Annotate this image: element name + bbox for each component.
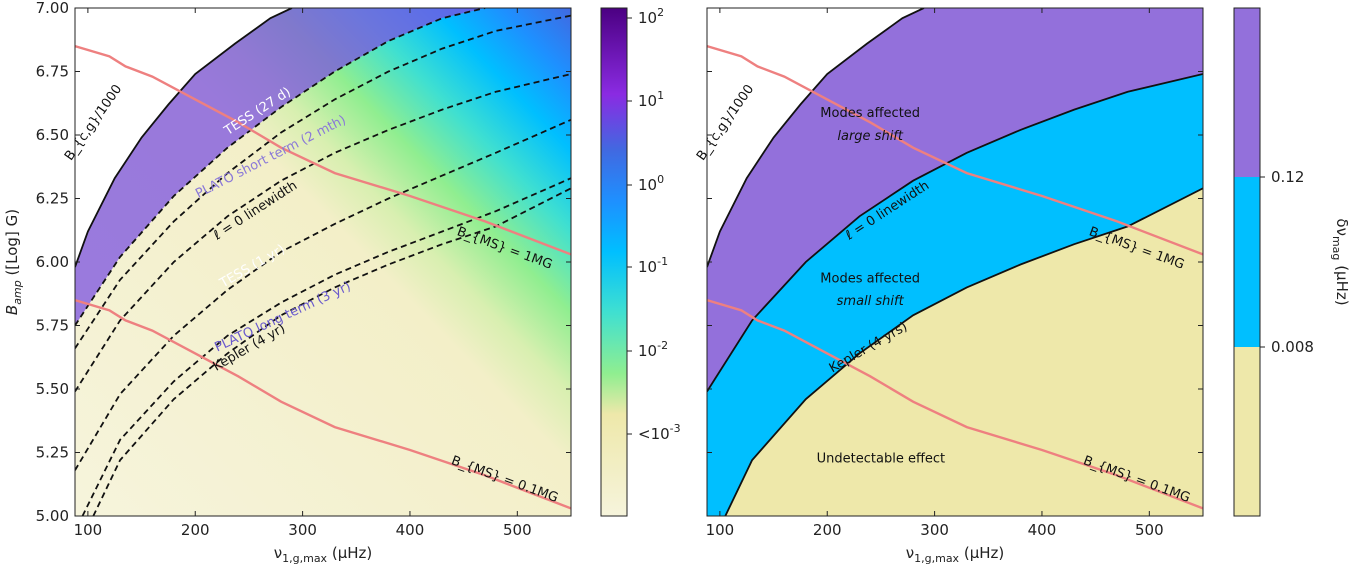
series-line	[75, 8, 293, 268]
right-colorbar-label: δνmag (μHz)	[1330, 218, 1351, 305]
annotation-label: Modes affected	[820, 106, 920, 121]
x-tick-label: 300	[288, 521, 317, 539]
annotation-label: large shift	[837, 129, 904, 144]
x-tick-label: 400	[1028, 521, 1057, 539]
series-line	[75, 298, 571, 510]
y-tick-label: 6.00	[36, 253, 69, 271]
colorbar-tick-label: 102	[638, 6, 664, 27]
series-line	[707, 298, 1203, 510]
left-x-axis-label: ν1,g,max (μHz)	[274, 544, 373, 565]
right-colorbar: 0.12 0.008 δνmag (μHz)	[1233, 7, 1351, 517]
x-tick-label: 200	[181, 521, 210, 539]
series-line	[707, 8, 925, 268]
region-high-shift	[75, 8, 486, 326]
region-small-shift	[707, 74, 1203, 516]
y-tick-label: 5.00	[36, 507, 69, 525]
region-undetectable	[725, 188, 1203, 516]
colorbar-tick-label: 100	[638, 173, 664, 194]
annotation-label: Undetectable effect	[817, 452, 946, 467]
right-panel: 100 200 300 400 500 Modes affected large shif…	[694, 7, 1204, 565]
colorbar-tick-label: <10-3	[638, 422, 681, 443]
x-tick-label: 100	[74, 521, 103, 539]
x-tick-label: 500	[503, 521, 532, 539]
series-line	[75, 44, 571, 256]
series-line	[75, 14, 571, 349]
region-large-shift	[707, 8, 1203, 392]
left-y-axis-label: Bamp ([Log] G)	[3, 209, 24, 315]
colorbar-tick-label: 10-1	[638, 255, 668, 276]
y-tick-label: 6.75	[36, 63, 69, 81]
colorbar-tick-label: 10-2	[638, 339, 668, 360]
series-line	[75, 8, 486, 326]
colorbar-tick-label: 101	[638, 89, 664, 110]
x-tick-label: 400	[396, 521, 425, 539]
x-tick-label: 200	[813, 521, 842, 539]
region-above-critical-field	[75, 8, 571, 268]
series-line	[92, 187, 571, 516]
y-tick-label: 7.00	[36, 0, 69, 17]
series-line	[75, 118, 571, 471]
left-colorbar: 102 101 100 10-1 10-2 <10-3	[600, 6, 681, 517]
colorbar-tick-label: 0.12	[1271, 168, 1304, 186]
y-tick-label: 6.50	[36, 126, 69, 144]
y-tick-label: 5.50	[36, 380, 69, 398]
series-line	[707, 44, 1203, 256]
y-tick-label: 5.75	[36, 317, 69, 335]
series-line	[81, 177, 571, 516]
left-panel: 100 200 300 400 500 5.00 5.25 5.50 5.75 6.00 6.25 6…	[3, 0, 572, 565]
x-tick-label: 100	[706, 521, 735, 539]
series-line	[724, 187, 1203, 516]
y-tick-label: 6.25	[36, 190, 69, 208]
annotation-label: Modes affected	[820, 271, 920, 286]
y-tick-label: 5.25	[36, 444, 69, 462]
right-x-axis-label: ν1,g,max (μHz)	[906, 544, 1005, 565]
x-tick-label: 500	[1135, 521, 1164, 539]
annotation-label: small shift	[837, 294, 905, 309]
colorbar-tick-label: 0.008	[1271, 338, 1314, 356]
series-line	[707, 73, 1203, 392]
series-line	[75, 73, 571, 392]
x-tick-label: 300	[920, 521, 949, 539]
